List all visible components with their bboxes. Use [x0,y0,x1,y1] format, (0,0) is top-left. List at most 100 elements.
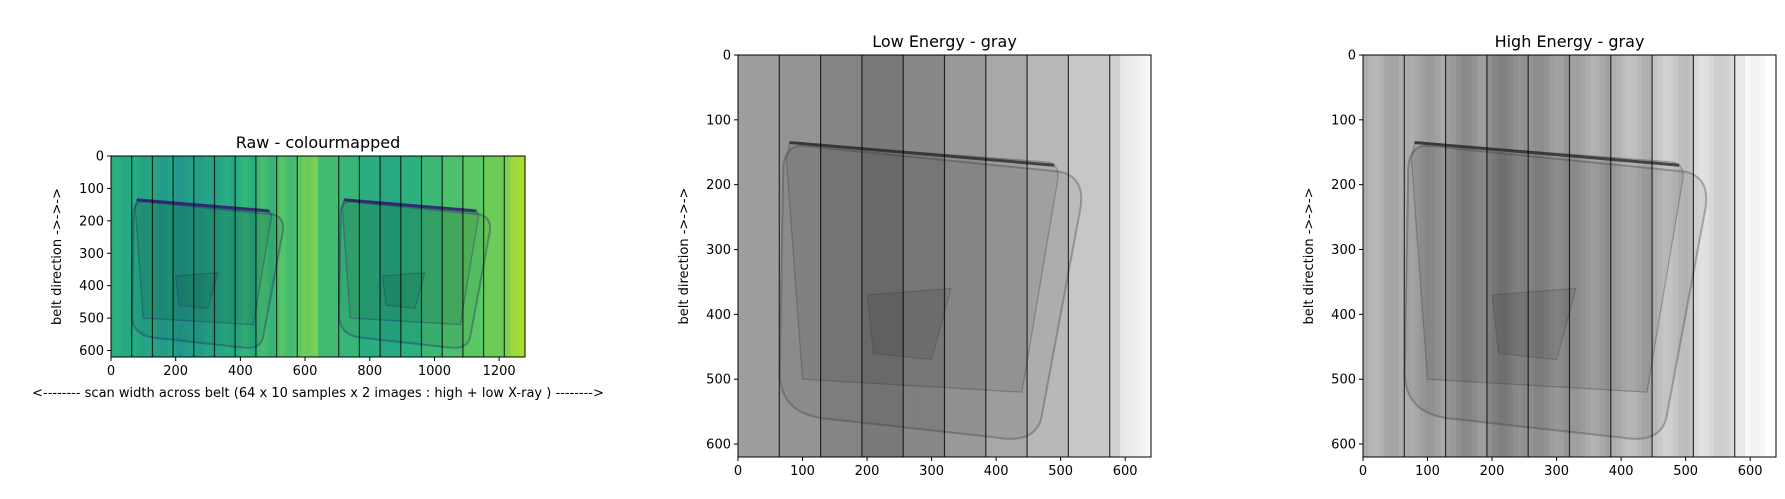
image-column [315,156,319,357]
scanned-object-edge [1414,141,1680,167]
image-column [1703,55,1710,457]
image-column [877,55,884,457]
image-column [465,156,469,357]
image-column [429,156,433,357]
plot-frame [110,155,526,358]
image-column [336,156,340,357]
image-column [506,156,511,357]
scanned-object-edge [789,141,1055,167]
image-column [1517,55,1524,457]
image-column [390,156,394,357]
image-column [113,156,117,357]
image-column [279,156,283,357]
image-column [784,55,791,457]
image-column [188,156,192,357]
chart-title: High Energy - gray [1495,32,1645,51]
image-column [413,156,417,357]
image-column [1476,55,1483,457]
image-column [123,156,128,357]
x-tick-label: 100 [1415,464,1440,479]
y-tick-label: 0 [96,150,104,165]
image-column [959,55,966,457]
image-column [266,156,270,357]
x-tick-label: 600 [293,364,318,379]
image-column [1037,55,1044,457]
image-column [1512,55,1519,457]
image-column [367,156,371,357]
image-column [509,156,513,357]
image-column [478,156,482,357]
image-column [152,156,156,357]
image-column [501,156,505,357]
image-column [820,55,827,457]
image-column [1445,55,1452,457]
image-column [385,156,389,357]
image-column [1564,55,1571,457]
image-column [1001,55,1008,457]
image-column [139,156,143,357]
image-column [1027,55,1033,457]
image-column [405,156,410,357]
scanned-object-outline [130,200,285,349]
image-column [294,156,298,357]
image-column [1708,55,1715,457]
image-column [1094,55,1100,457]
image-column [154,156,159,357]
image-column [887,55,894,457]
y-tick-label: 600 [706,438,731,453]
image-column [1554,55,1560,457]
x-tick-label: 400 [228,364,253,379]
image-column [954,55,961,457]
image-column [191,156,195,357]
image-column [1063,55,1069,457]
image-column [1089,55,1095,457]
image-column [286,156,291,357]
x-tick-label: 300 [1544,464,1569,479]
image-column [851,55,858,457]
image-column [975,55,982,457]
image-column [1120,55,1126,457]
image-column [774,55,780,457]
scanned-object-feature [866,287,952,361]
image-column [455,156,459,357]
x-tick-label: 200 [1480,464,1505,479]
image-column [354,156,358,357]
image-column [758,55,765,457]
image-column [160,156,164,357]
image-column [400,156,404,357]
image-column [198,156,203,357]
image-column [1424,55,1431,457]
image-column [1481,55,1488,457]
image-column [1507,55,1514,457]
image-column [1016,55,1023,457]
y-tick-label: 300 [79,247,104,262]
image-column [1683,55,1689,457]
image-column [1595,55,1602,457]
image-column [1641,55,1648,457]
image-column [1078,55,1085,457]
image-column [753,55,760,457]
image-column [142,156,146,357]
image-column [439,156,443,357]
image-column [167,156,172,357]
y-tick-label: 200 [706,178,731,193]
image-column [1011,55,1018,457]
image-column [449,156,454,357]
image-column [222,156,226,357]
image-column [343,156,348,357]
y-tick-label: 100 [1331,113,1356,128]
chart-title: Low Energy - gray [872,32,1017,51]
image-column [1414,55,1421,457]
plot-image [1363,55,1776,457]
image-column [805,55,811,457]
image-column [268,156,273,357]
image-column [1724,55,1731,457]
image-column [211,156,216,357]
image-column [1145,55,1151,457]
image-column [1130,55,1137,457]
y-tick-label: 400 [706,308,731,323]
scanned-object-outline [1403,144,1708,440]
image-column [1399,55,1405,457]
image-column [1373,55,1380,457]
image-column [923,55,930,457]
